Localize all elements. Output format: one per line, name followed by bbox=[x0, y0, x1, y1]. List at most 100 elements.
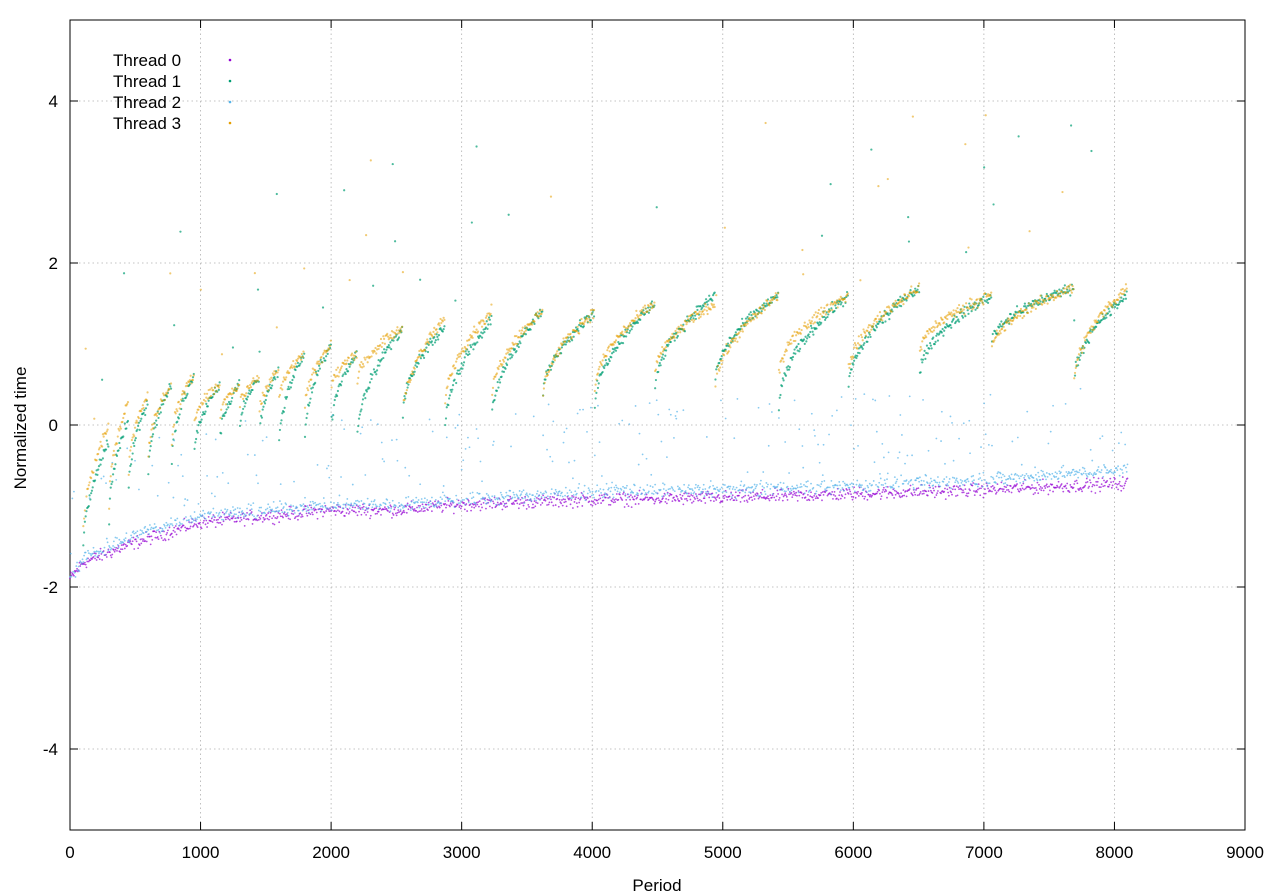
data-point bbox=[607, 345, 611, 348]
data-point bbox=[420, 498, 423, 500]
data-point bbox=[1035, 489, 1038, 492]
data-point bbox=[447, 499, 450, 502]
data-point bbox=[699, 315, 702, 318]
data-point bbox=[346, 498, 349, 500]
data-point bbox=[140, 533, 143, 536]
data-point bbox=[578, 501, 581, 504]
data-point bbox=[719, 488, 722, 491]
data-point bbox=[795, 491, 798, 494]
data-point bbox=[692, 492, 695, 495]
data-point bbox=[884, 482, 887, 485]
data-point bbox=[714, 488, 717, 491]
data-point bbox=[1044, 487, 1047, 489]
data-point bbox=[228, 518, 231, 521]
data-point bbox=[961, 316, 965, 319]
data-point bbox=[787, 489, 790, 491]
data-point bbox=[982, 496, 985, 499]
data-point bbox=[546, 497, 549, 500]
data-point bbox=[647, 498, 650, 501]
series-thread-0 bbox=[69, 476, 1129, 580]
data-point bbox=[417, 504, 420, 507]
data-point bbox=[657, 413, 660, 416]
data-point bbox=[510, 347, 513, 350]
data-point bbox=[206, 397, 209, 400]
data-point bbox=[935, 437, 938, 440]
data-point bbox=[485, 507, 487, 510]
data-point bbox=[70, 574, 73, 577]
data-point bbox=[832, 493, 835, 496]
data-point bbox=[108, 480, 112, 483]
data-point bbox=[344, 372, 347, 376]
data-point bbox=[287, 385, 290, 388]
data-point bbox=[489, 312, 492, 315]
x-tick-label: 8000 bbox=[1096, 843, 1134, 862]
data-point bbox=[130, 534, 133, 537]
data-point bbox=[913, 294, 916, 297]
data-point bbox=[92, 471, 95, 474]
data-point bbox=[1096, 468, 1099, 471]
data-point bbox=[270, 387, 273, 390]
data-point bbox=[1105, 471, 1108, 474]
data-point bbox=[597, 368, 600, 371]
data-point bbox=[1088, 473, 1091, 476]
data-point bbox=[83, 520, 86, 523]
data-point bbox=[591, 504, 594, 507]
data-point bbox=[306, 505, 309, 507]
data-point bbox=[453, 378, 456, 381]
data-point bbox=[1119, 299, 1122, 302]
data-point bbox=[781, 357, 784, 360]
data-point bbox=[763, 490, 766, 493]
data-point bbox=[73, 571, 76, 574]
data-point bbox=[1075, 479, 1078, 482]
data-point bbox=[119, 542, 122, 545]
data-point bbox=[596, 484, 599, 487]
data-point bbox=[612, 501, 615, 504]
data-point bbox=[790, 491, 793, 494]
data-point bbox=[884, 320, 887, 323]
data-point bbox=[402, 509, 405, 512]
data-point bbox=[190, 382, 193, 385]
data-point bbox=[424, 506, 427, 509]
data-point bbox=[730, 337, 734, 341]
data-point bbox=[444, 417, 448, 420]
data-point bbox=[117, 427, 120, 430]
data-point bbox=[415, 496, 418, 499]
data-point bbox=[1063, 284, 1066, 287]
data-point bbox=[979, 494, 982, 497]
data-point bbox=[143, 408, 146, 412]
data-point bbox=[300, 516, 302, 518]
data-point bbox=[835, 484, 837, 487]
data-point bbox=[433, 333, 437, 336]
data-point bbox=[585, 317, 589, 321]
data-point bbox=[473, 506, 476, 509]
data-point bbox=[340, 476, 342, 478]
data-point bbox=[822, 443, 825, 446]
data-point bbox=[939, 485, 942, 488]
data-point bbox=[854, 496, 857, 499]
data-point bbox=[1049, 489, 1051, 492]
data-point bbox=[516, 502, 519, 505]
data-point bbox=[940, 410, 943, 413]
data-point bbox=[398, 511, 400, 513]
data-point bbox=[716, 364, 719, 367]
data-point bbox=[114, 536, 117, 539]
data-point bbox=[90, 554, 93, 557]
data-point bbox=[978, 472, 981, 475]
data-point bbox=[694, 487, 696, 489]
data-point bbox=[351, 361, 354, 364]
data-point bbox=[358, 504, 361, 507]
data-point bbox=[660, 352, 663, 355]
data-point bbox=[950, 326, 953, 329]
data-point bbox=[662, 495, 665, 498]
data-point bbox=[1009, 478, 1012, 480]
data-point bbox=[296, 357, 300, 360]
data-point bbox=[231, 515, 234, 518]
data-point bbox=[829, 183, 832, 186]
data-point bbox=[777, 368, 781, 371]
data-point bbox=[614, 349, 618, 352]
data-point bbox=[459, 372, 462, 375]
data-point bbox=[612, 496, 615, 499]
data-point bbox=[533, 497, 536, 500]
data-point bbox=[465, 348, 468, 351]
data-point bbox=[236, 507, 239, 509]
